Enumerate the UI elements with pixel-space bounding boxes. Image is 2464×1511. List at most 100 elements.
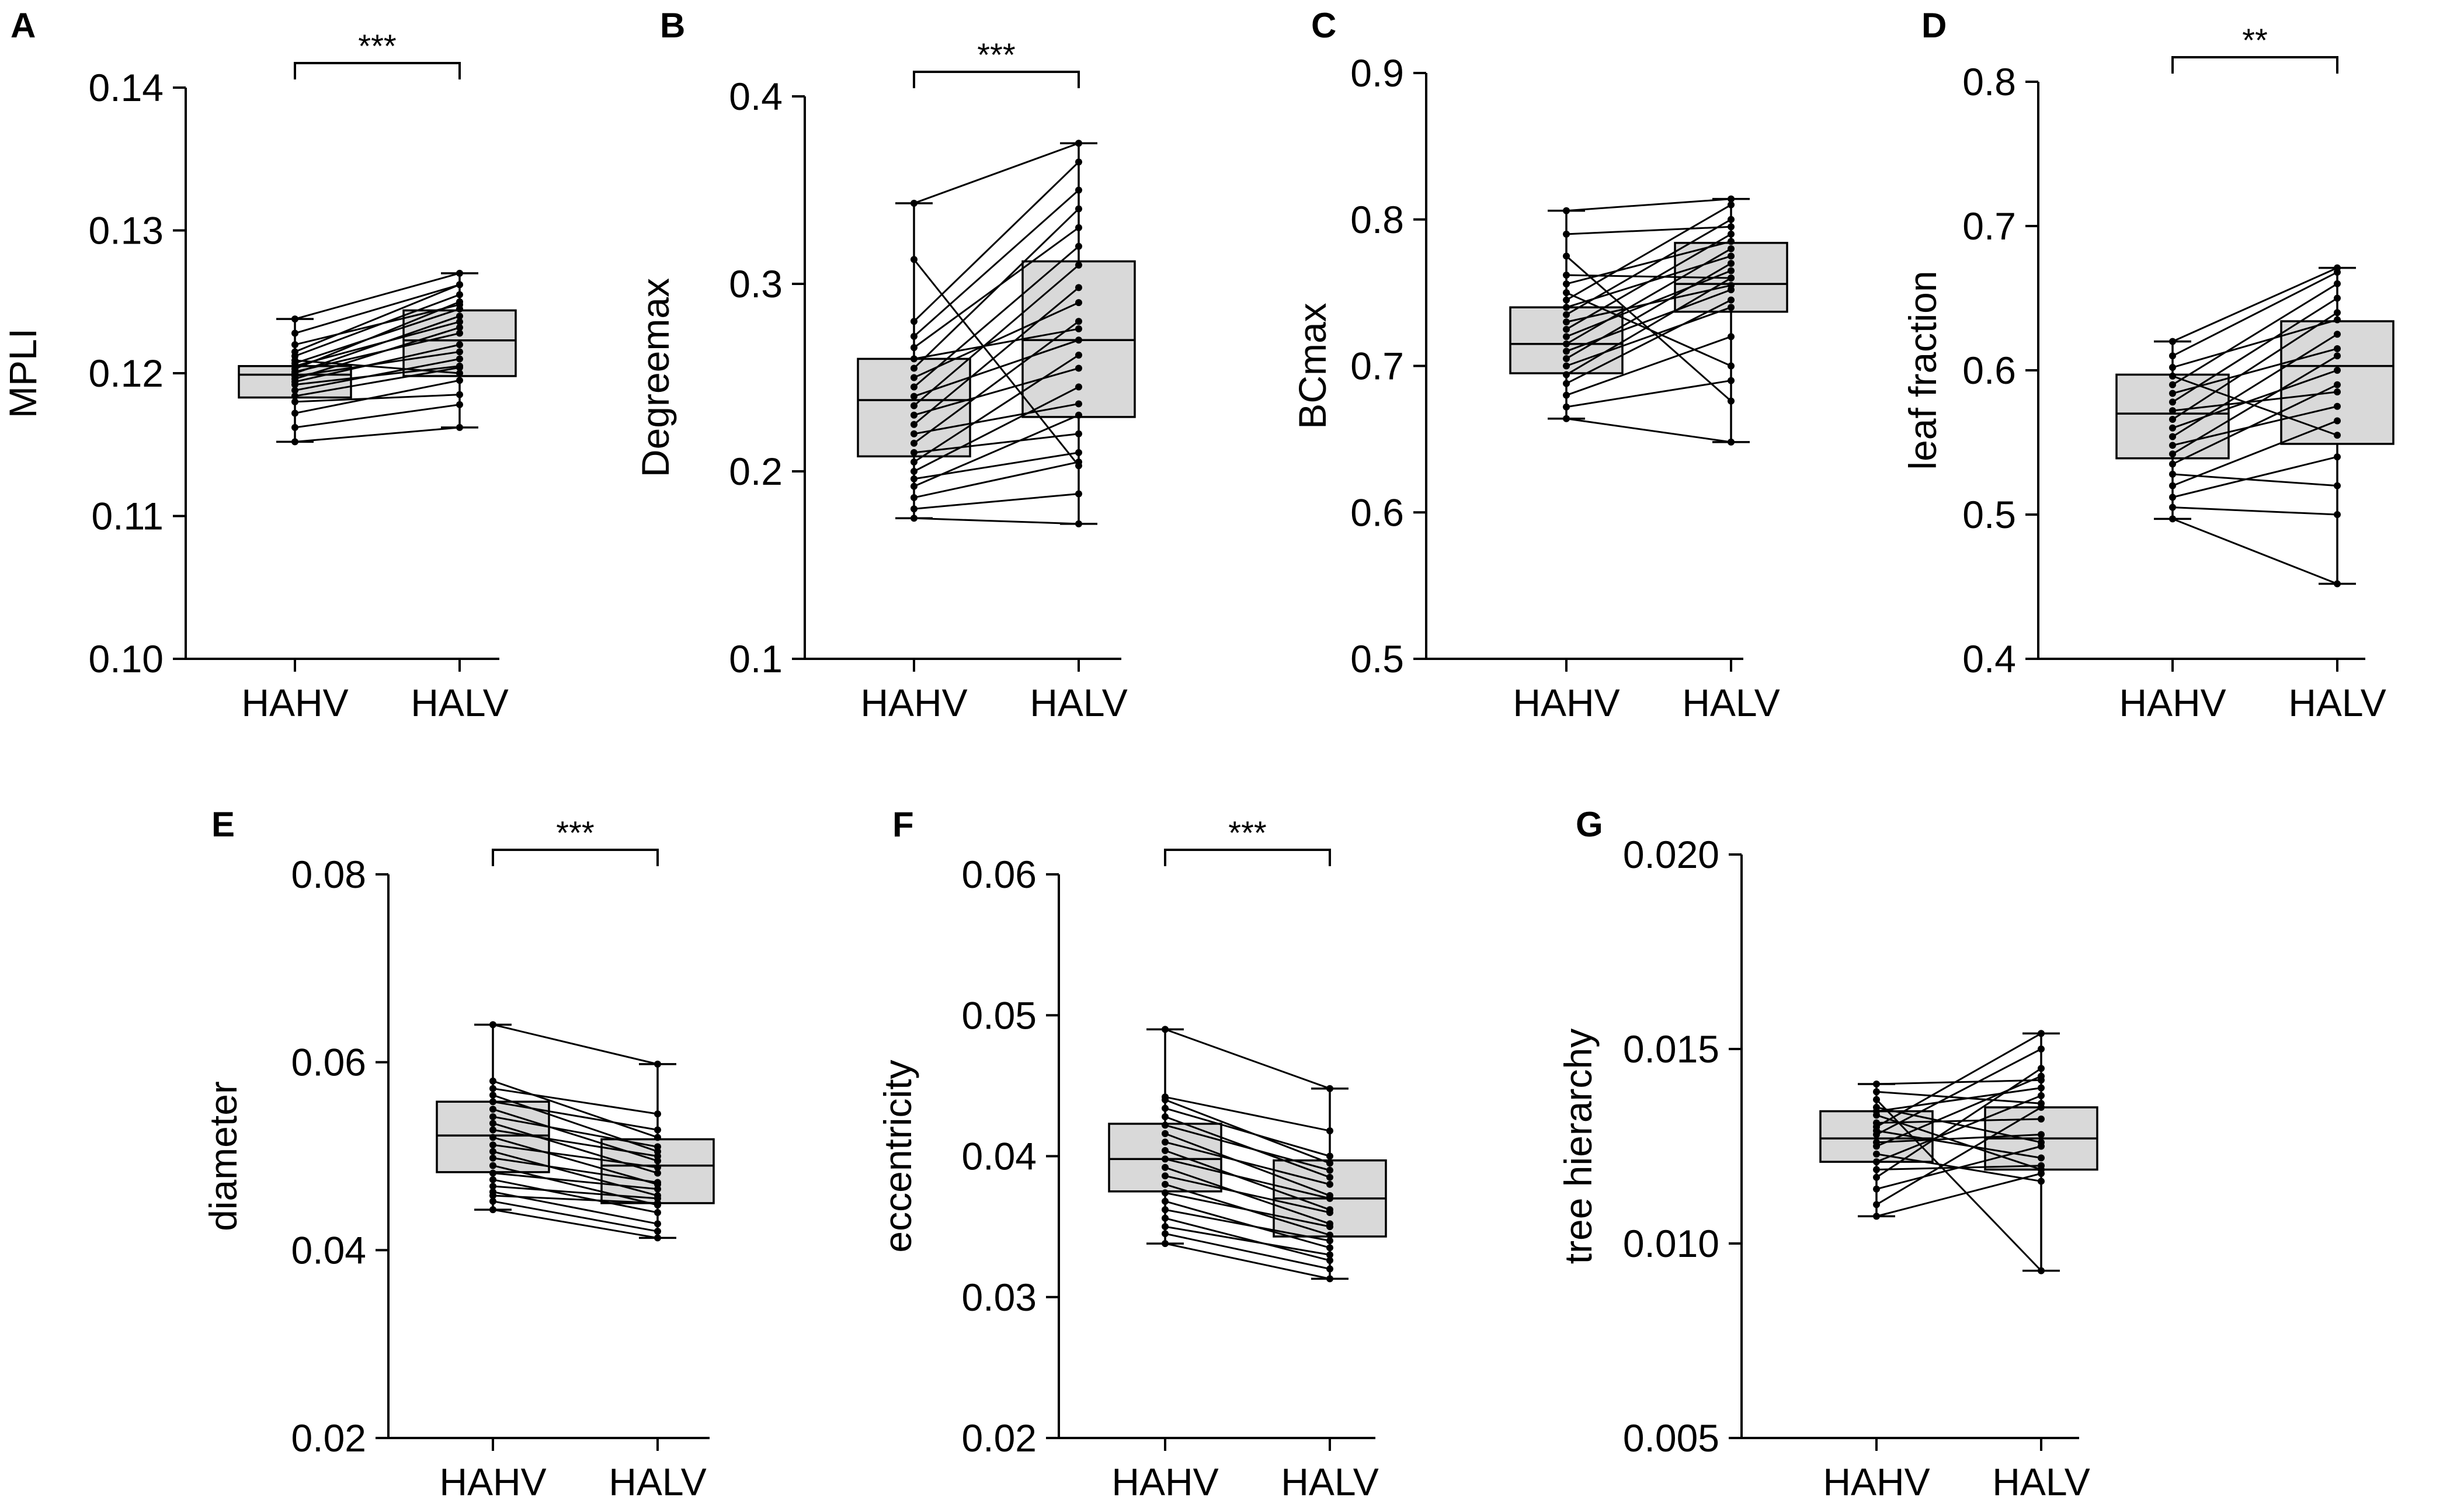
paired-line: [294, 404, 460, 429]
data-point: [2334, 352, 2341, 360]
data-point: [1563, 252, 1570, 260]
data-point: [1728, 195, 1735, 203]
data-point: [1728, 333, 1735, 341]
paired-line: [294, 366, 460, 397]
data-point: [1728, 245, 1735, 252]
data-point: [654, 1192, 661, 1200]
data-point: [1563, 272, 1570, 279]
data-point: [910, 332, 918, 340]
paired-line: [1566, 274, 1732, 279]
data-point: [1563, 333, 1570, 341]
data-point: [910, 421, 918, 428]
data-point: [2169, 424, 2176, 432]
data-point: [2169, 515, 2176, 523]
panel-letter: A: [11, 6, 36, 45]
paired-line: [492, 1023, 658, 1065]
paired-line: [294, 284, 460, 353]
paired-line: [2172, 319, 2338, 369]
x-category-label: HAHV: [1111, 1460, 1218, 1503]
significance-bracket: [2171, 56, 2338, 74]
y-axis-title: Degreemax: [634, 278, 677, 477]
data-point: [1728, 282, 1735, 289]
data-point: [1162, 1104, 1169, 1112]
significance-bracket: [492, 849, 659, 866]
paired-line: [1165, 1242, 1330, 1280]
paired-line: [1165, 1217, 1330, 1262]
data-point: [654, 1209, 661, 1216]
paired-line: [492, 1108, 658, 1162]
y-axis-title: tree hierarchy: [1556, 1029, 1600, 1265]
data-point: [1873, 1150, 1880, 1158]
data-point: [1326, 1251, 1333, 1259]
data-point: [1873, 1166, 1880, 1173]
y-tick-label: 0.04: [291, 1228, 366, 1272]
data-point: [2169, 482, 2176, 489]
data-point: [1873, 1103, 1880, 1111]
paired-line: [2172, 283, 2338, 385]
paired-line: [913, 245, 1079, 388]
paired-line: [1566, 289, 1732, 352]
data-point: [1075, 449, 1082, 456]
data-point: [456, 377, 463, 384]
y-tick-label: 0.005: [1623, 1416, 1719, 1460]
data-point: [910, 449, 918, 456]
data-point: [2038, 1100, 2045, 1107]
x-category-label: HALV: [1030, 681, 1128, 724]
data-point: [2169, 352, 2176, 360]
y-tick-label: 0.02: [291, 1416, 366, 1460]
paired-line: [1165, 1175, 1330, 1214]
paired-line: [913, 328, 1079, 360]
data-point: [489, 1197, 496, 1205]
data-point: [1326, 1275, 1333, 1283]
data-point: [654, 1134, 661, 1141]
data-point: [456, 362, 463, 370]
paired-line: [913, 402, 1079, 435]
data-point: [489, 1176, 496, 1183]
data-point: [910, 458, 918, 466]
paired-line: [913, 301, 1079, 378]
data-point: [1075, 411, 1082, 419]
paired-line: [913, 517, 1079, 525]
paired-line: [294, 332, 460, 373]
data-point: [456, 318, 463, 325]
paired-line: [913, 259, 1080, 467]
data-point: [1873, 1088, 1880, 1096]
data-point: [489, 1134, 496, 1141]
data-point: [1563, 391, 1570, 399]
data-point: [910, 383, 918, 391]
data-point: [2169, 460, 2176, 468]
data-point: [489, 1154, 496, 1162]
paired-line: [1566, 255, 1732, 402]
paired-line: [2172, 384, 2338, 465]
data-point: [1075, 284, 1082, 291]
data-point: [654, 1163, 661, 1171]
paired-line: [294, 359, 460, 374]
data-point: [1326, 1231, 1333, 1239]
data-point: [1563, 207, 1570, 214]
paired-line: [913, 493, 1079, 510]
paired-line: [1165, 1028, 1330, 1090]
data-point: [2334, 294, 2341, 302]
y-tick-label: 0.6: [1962, 349, 2016, 392]
data-point: [456, 301, 463, 308]
data-point: [2038, 1084, 2045, 1092]
data-point: [456, 348, 463, 356]
data-point: [2334, 345, 2341, 352]
paired-line: [492, 1136, 658, 1186]
paired-line: [913, 461, 1079, 499]
data-point: [2334, 280, 2341, 287]
data-point: [489, 1085, 496, 1092]
paired-line: [1876, 1114, 2042, 1170]
y-tick-label: 0.4: [1962, 637, 2016, 680]
data-point: [456, 341, 463, 349]
paired-line: [1566, 204, 1732, 301]
paired-line: [913, 354, 1079, 463]
data-point: [1162, 1197, 1169, 1205]
data-point: [2334, 331, 2341, 338]
paired-line: [2172, 473, 2338, 487]
data-point: [489, 1091, 496, 1099]
data-point: [2169, 364, 2176, 371]
data-point: [1162, 1240, 1169, 1248]
y-axis-title: BCmax: [1291, 303, 1334, 429]
data-point: [910, 318, 918, 325]
